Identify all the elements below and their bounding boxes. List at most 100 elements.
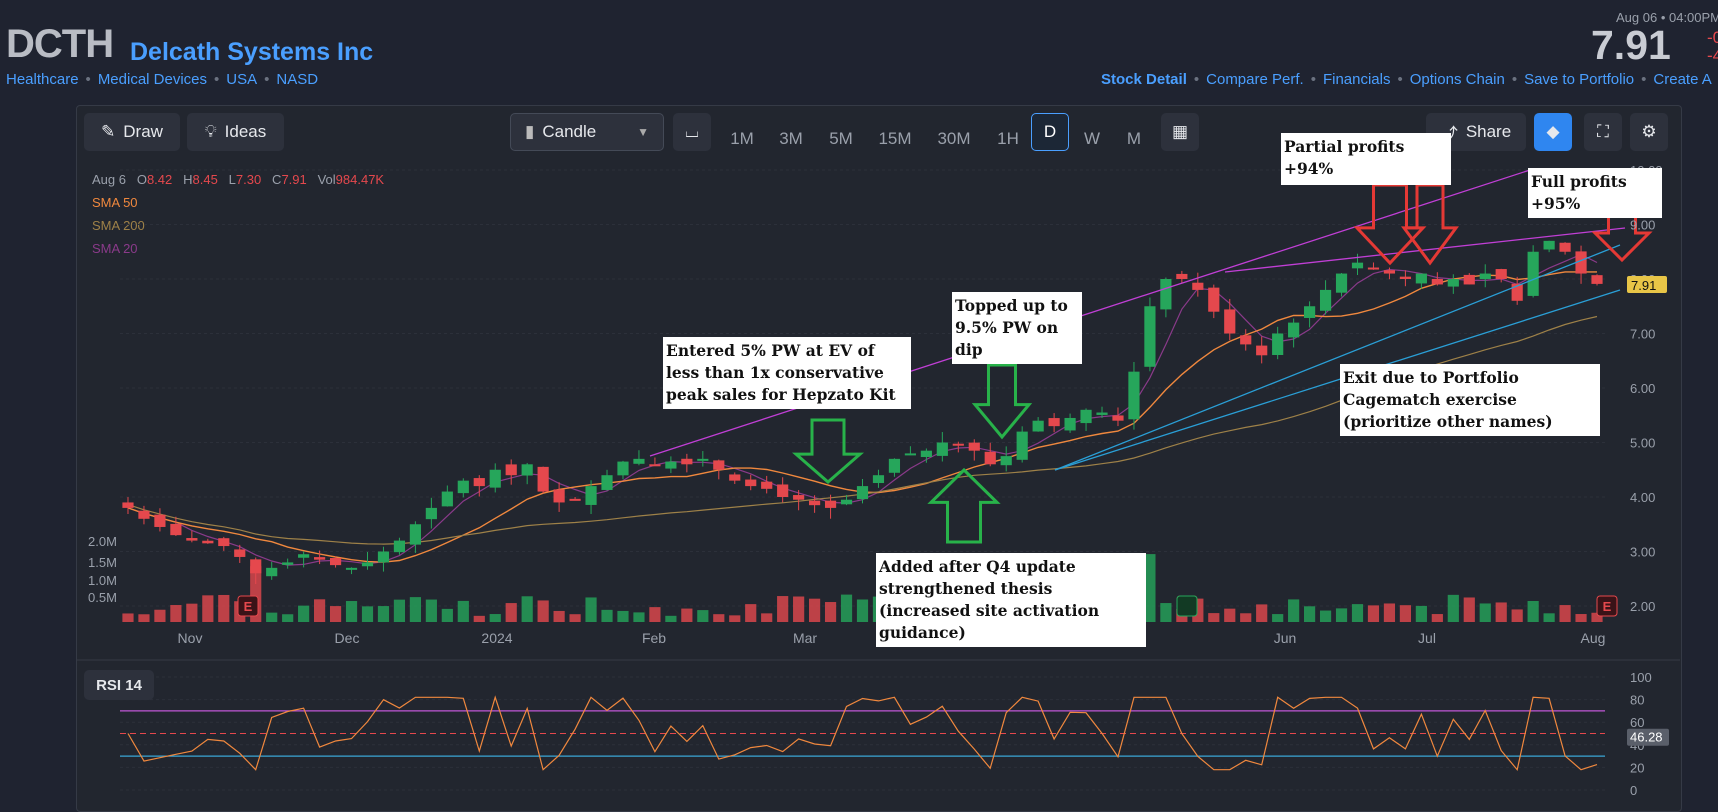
volume-bar [1415, 605, 1427, 622]
candle-body [1463, 274, 1475, 285]
candle-body [585, 486, 597, 505]
tag-country[interactable]: USA [226, 71, 258, 88]
candle-body [1479, 273, 1491, 280]
price-date: Aug 06 • 04:00PM [1616, 10, 1718, 25]
timeframe-30m[interactable]: 30M [937, 129, 971, 148]
chevron-down-icon: ▼ [637, 125, 649, 139]
rsi-label[interactable]: RSI 14 [84, 670, 154, 700]
company-name[interactable]: Delcath Systems Inc [130, 38, 374, 66]
x-tick-label: Nov [178, 630, 203, 646]
candle-body [713, 460, 725, 470]
tag-industry[interactable]: Medical Devices [97, 71, 208, 88]
volume-tick-label: 2.0M [88, 534, 117, 549]
annotation-topped: Topped up to 9.5% PW on dip [952, 292, 1082, 364]
candle-body [633, 458, 645, 464]
fullscreen-button[interactable]: ⛶ [1584, 113, 1622, 151]
timeframe-w[interactable]: W [1083, 129, 1101, 148]
timeframe-d[interactable]: D [1031, 113, 1069, 151]
rsi-line [127, 695, 1598, 772]
trend-line [1054, 289, 1621, 471]
candle-body [697, 458, 709, 461]
candle-body [1096, 412, 1108, 415]
nav-stock-detail[interactable]: Stock Detail [1101, 71, 1187, 88]
rsi-tick-label: 100 [1630, 670, 1652, 685]
candle-body [1335, 273, 1348, 293]
candle-body [234, 549, 246, 557]
volume-bar [1160, 603, 1172, 622]
candle-body [361, 562, 374, 567]
ohlc-volume-label: Vol [317, 172, 336, 187]
volume-bar [1575, 614, 1587, 622]
nav-options-chain[interactable]: Options Chain [1409, 71, 1505, 88]
volume-bar [553, 610, 565, 622]
candle-body [1160, 279, 1172, 310]
annotation-partial: Partial profits +94% [1281, 133, 1451, 185]
sell-arrow [1401, 183, 1459, 266]
ohlc-date: Aug 6 [92, 172, 126, 187]
volume-bar [761, 613, 773, 622]
chart-type-select[interactable]: ▮ Candle ▼ [510, 113, 664, 151]
settings-button[interactable]: ⚙ [1630, 113, 1668, 151]
candle-body [1080, 409, 1092, 424]
lightbulb-icon: 💡︎ [204, 122, 217, 141]
tag-sector[interactable]: Healthcare [6, 71, 79, 88]
candle-body [824, 500, 837, 508]
candle-body [1144, 306, 1156, 367]
volume-bar [793, 596, 805, 622]
x-tick-label: Aug [1581, 630, 1606, 646]
candle-body [649, 464, 661, 467]
volume-bar [840, 594, 853, 622]
tag-exchange[interactable]: NASD [276, 71, 319, 88]
calendar-button[interactable]: ▦ [1161, 113, 1199, 151]
candle-body [1383, 270, 1396, 274]
volume-bar [298, 605, 310, 622]
candle-body [521, 464, 533, 476]
candle-body [1256, 345, 1268, 356]
ohlc-high: 8.45 [192, 172, 218, 187]
timeframe-1h[interactable]: 1H [997, 129, 1019, 148]
volume-bar [489, 614, 501, 622]
y-tick-label: 6.00 [1630, 381, 1655, 396]
nav-compare-perf[interactable]: Compare Perf. [1206, 71, 1304, 88]
nav-save-portfolio[interactable]: Save to Portfolio [1524, 71, 1635, 88]
x-tick-label: Jul [1418, 630, 1436, 646]
candle-body [154, 514, 166, 527]
volume-bar [1224, 608, 1236, 622]
share-label: Share [1465, 122, 1512, 141]
candle-body [505, 464, 517, 476]
interval-gap-button[interactable]: ⌴ [673, 113, 711, 151]
timeframe-15m[interactable]: 15M [878, 129, 912, 148]
timeframe-1m[interactable]: 1M [730, 129, 754, 148]
candle-body [218, 538, 230, 547]
timeframe-m[interactable]: M [1126, 129, 1142, 148]
volume-bar [122, 613, 134, 622]
timeframe-3m[interactable]: 3M [779, 129, 803, 148]
timeframe-5m[interactable]: 5M [829, 129, 853, 148]
candle-body [1272, 333, 1284, 356]
diamond-icon: ◆ [1546, 122, 1560, 141]
volume-bar [633, 612, 645, 622]
earnings-marker-green [1176, 595, 1198, 617]
candle-body [729, 474, 741, 481]
last-price-tag [1627, 276, 1667, 293]
candle-body [298, 554, 310, 558]
ideas-button[interactable]: 💡︎ Ideas [187, 113, 284, 151]
volume-bar [1591, 612, 1603, 622]
volume-bar [1431, 614, 1443, 622]
volume-bar [1192, 598, 1204, 622]
volume-bar [713, 614, 725, 622]
candle-body [1399, 276, 1411, 279]
candle-body [1064, 417, 1076, 431]
volume-bar [1447, 594, 1459, 622]
premium-button[interactable]: ◆ [1534, 113, 1572, 151]
annotation-exit: Exit due to Portfolio Cagematch exercise… [1340, 364, 1600, 436]
nav-financials[interactable]: Financials [1322, 71, 1391, 88]
volume-bar [1272, 614, 1284, 622]
x-tick-label: Jun [1274, 630, 1297, 646]
nav-create-alert[interactable]: Create A [1653, 71, 1712, 88]
rsi-tick-label: 20 [1630, 760, 1644, 775]
y-tick-label: 4.00 [1630, 490, 1655, 505]
buy-arrow [971, 363, 1033, 440]
draw-button[interactable]: ✎ Draw [84, 113, 180, 151]
candle-body [872, 475, 885, 484]
